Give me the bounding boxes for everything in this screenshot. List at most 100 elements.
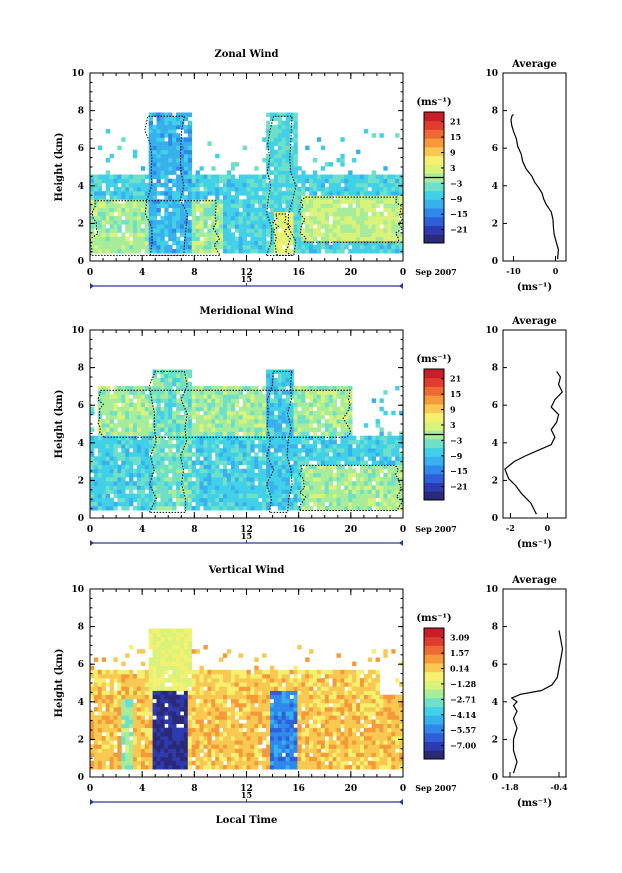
heatmap-cell (156, 394, 161, 399)
heatmap-cell (340, 228, 345, 233)
heatmap-cell (160, 501, 165, 507)
heatmap-cell (203, 423, 208, 428)
heatmap-cell (344, 232, 349, 237)
heatmap-cell (273, 203, 279, 208)
heatmap-cell (363, 497, 369, 503)
heatmap-cell (199, 174, 204, 179)
heatmap-cell (168, 402, 173, 408)
heatmap-cell (172, 427, 177, 432)
heatmap-cell (238, 472, 243, 478)
heatmap-cell (297, 506, 302, 511)
heatmap-cell (246, 402, 251, 408)
heatmap-cell (113, 711, 118, 716)
heatmap-cell (148, 199, 153, 204)
heatmap-cell (277, 456, 283, 461)
heatmap-cell (195, 249, 200, 254)
heatmap-cell (140, 756, 146, 762)
heatmap-cell (180, 661, 185, 667)
heatmap-cell (109, 191, 114, 196)
heatmap-cell (270, 493, 275, 499)
heatmap-cell (183, 632, 189, 638)
heatmap-cell (105, 249, 110, 254)
heatmap-cell (230, 427, 236, 432)
heatmap-cell (187, 501, 193, 507)
heatmap-cell (160, 116, 165, 122)
heatmap-cell (105, 694, 110, 700)
heatmap-cell (226, 240, 232, 246)
heatmap-cell (113, 390, 118, 395)
heatmap-cell (285, 398, 290, 403)
heatmap-cell (399, 182, 404, 188)
heatmap-cell (148, 182, 153, 188)
heatmap-cell (281, 448, 286, 453)
heatmap-cell (172, 649, 177, 654)
heatmap-cell (348, 452, 353, 457)
heatmap-cell (168, 448, 173, 453)
heatmap-cell (172, 394, 177, 399)
heatmap-cell (136, 481, 142, 486)
heatmap-cell (340, 232, 345, 237)
day-marker-start (90, 540, 94, 546)
heatmap-cell (348, 468, 353, 474)
heatmap-cell (207, 410, 212, 416)
heatmap-cell (105, 711, 110, 716)
heatmap-cell (246, 178, 251, 184)
heatmap-cell (344, 497, 349, 503)
heatmap-cell (133, 456, 138, 461)
heatmap-cell (109, 740, 114, 745)
heatmap-cell (129, 228, 134, 233)
heatmap-cell (367, 485, 373, 490)
heatmap-cell (305, 435, 310, 441)
heatmap-cell (105, 489, 110, 494)
heatmap-cell (172, 153, 177, 159)
heatmap-cell (164, 477, 169, 482)
heatmap-cell (340, 410, 345, 416)
heatmap-cell (211, 191, 216, 196)
heatmap-cell (348, 477, 353, 482)
heatmap-cell (148, 406, 153, 412)
heatmap-cell (129, 669, 134, 675)
heatmap-cell (226, 207, 232, 213)
heatmap-cell (168, 731, 173, 737)
heatmap-cell (399, 220, 404, 225)
heatmap-cell (379, 501, 384, 507)
heatmap-cell (199, 232, 204, 237)
heatmap-cell (136, 674, 142, 679)
heatmap-cell (223, 186, 228, 192)
heatmap-cell (328, 244, 333, 250)
heatmap-cell (160, 415, 165, 420)
heatmap-cell (246, 410, 251, 416)
heatmap-cell (332, 452, 337, 457)
heatmap-cell (183, 415, 189, 420)
heatmap-cell (301, 211, 306, 217)
heatmap-cell (90, 427, 95, 432)
heatmap-cell (258, 456, 263, 461)
heatmap-cell (121, 727, 126, 733)
heatmap-cell (195, 477, 200, 482)
heatmap-cell (187, 410, 193, 416)
heatmap-cell (215, 485, 220, 490)
heatmap-cell (316, 481, 322, 486)
heatmap-cell (281, 141, 286, 146)
heatmap-cell (387, 489, 392, 494)
heatmap-cell (160, 406, 165, 412)
heatmap-cell (207, 398, 212, 403)
heatmap-cell (313, 211, 318, 217)
heatmap-cell (113, 694, 118, 700)
heatmap-cell (230, 186, 236, 192)
heatmap-cell (176, 124, 181, 130)
heatmap-cell (152, 497, 157, 503)
heatmap-cell (262, 236, 267, 242)
heatmap-cell (105, 493, 110, 499)
heatmap-cell (195, 415, 200, 420)
heatmap-cell (301, 410, 306, 416)
heatmap-cell (199, 435, 204, 441)
heatmap-cell (320, 244, 326, 250)
heatmap-cell (316, 207, 322, 213)
heatmap-cell (258, 182, 263, 188)
heatmap-cell (101, 740, 106, 745)
heatmap-cell (105, 485, 110, 490)
heatmap-cell (340, 191, 345, 196)
heatmap-cell (320, 415, 326, 420)
heatmap-cell (136, 736, 142, 741)
